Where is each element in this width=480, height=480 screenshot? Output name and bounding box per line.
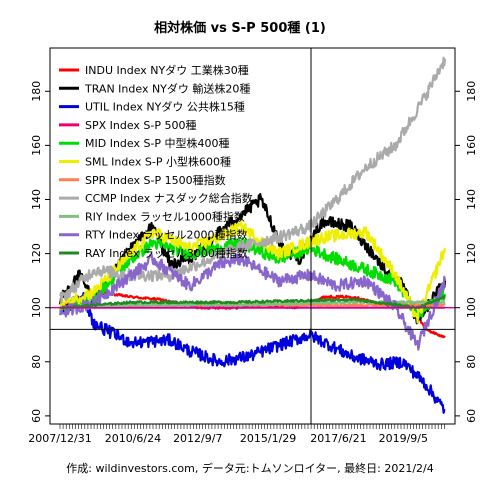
overlay-layer [50, 48, 455, 424]
x-tick-label: 2019/9/5 [379, 432, 428, 445]
legend-entry: RTY Index ラッセル2000種指数 [85, 228, 248, 242]
legend-entry: MID Index S-P 中型株400種 [85, 136, 230, 150]
x-tick-label: 2015/1/29 [240, 432, 296, 445]
legend-entry: SPR Index S-P 1500種指数 [85, 173, 226, 187]
x-tick-label: 2017/6/21 [310, 432, 366, 445]
y-tick-label-left: 100 [30, 297, 43, 318]
y-tick-label-right: 120 [465, 243, 478, 264]
y-tick-label-right: 180 [465, 81, 478, 102]
legend-entry: INDU Index NYダウ 工業株30種 [85, 63, 249, 77]
legend-entry: CCMP Index ナスダック総合指数 [85, 191, 253, 205]
x-tick-label: 2007/12/31 [28, 432, 91, 445]
series-line-11 [59, 295, 446, 310]
chart-caption: 作成: wildinvestors.com, データ元:トムソンロイター, 最終… [66, 461, 433, 475]
series-line-3 [59, 292, 446, 414]
series-line-6 [59, 219, 447, 324]
series-line-10 [59, 253, 447, 351]
x-tick-label: 2012/9/7 [173, 432, 222, 445]
series-line-2 [59, 193, 447, 325]
legend-entry: RAY Index ラッセル3000種指数 [85, 246, 248, 260]
legend-entry: SPX Index S-P 500種 [85, 118, 197, 132]
y-tick-label-left: 160 [30, 135, 43, 156]
y-tick-label-left: 80 [30, 355, 43, 369]
legend-entry: UTIL Index NYダウ 公共株15種 [85, 100, 245, 114]
y-tick-label-left: 120 [30, 243, 43, 264]
y-tick-label-right: 60 [465, 409, 478, 423]
y-tick-label-right: 160 [465, 135, 478, 156]
legend-entry: TRAN Index NYダウ 輸送株20種 [84, 81, 250, 95]
y-tick-label-left: 180 [30, 81, 43, 102]
legend-entry: RIY Index ラッセル1000種指数 [85, 209, 245, 223]
y-tick-label-right: 140 [465, 189, 478, 210]
y-tick-label-left: 140 [30, 189, 43, 210]
chart-title: 相対株価 vs S-P 500種 (1) [154, 20, 326, 36]
y-tick-label-right: 100 [465, 297, 478, 318]
legend: INDU Index NYダウ 工業株30種 TRAN Index NYダウ 輸送… [59, 63, 253, 260]
series-layer [59, 56, 447, 414]
axes-layer: 60 60 80 80 100 100 120 120 140 140 160 160 180 180 20… [28, 81, 478, 445]
x-tick-label: 2010/6/24 [105, 432, 161, 445]
legend-entry: SML Index S-P 小型株600種 [85, 155, 231, 169]
series-line-8 [59, 56, 447, 304]
y-tick-label-right: 80 [465, 355, 478, 369]
series-line-5 [59, 237, 447, 320]
y-tick-label-left: 60 [30, 409, 43, 423]
